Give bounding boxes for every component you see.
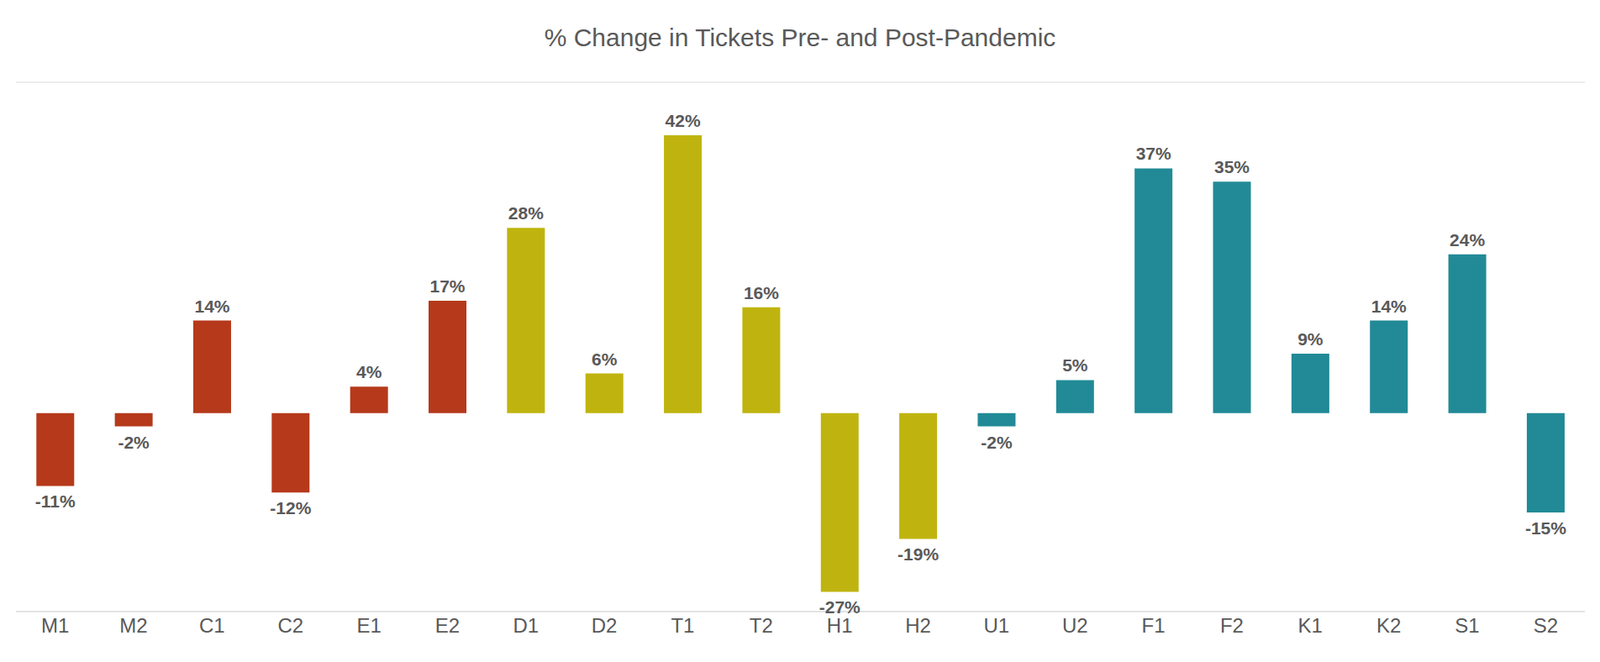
svg-text:H2: H2 bbox=[905, 614, 932, 637]
svg-text:F1: F1 bbox=[1142, 614, 1166, 637]
svg-text:-2%: -2% bbox=[980, 432, 1013, 453]
svg-text:T1: T1 bbox=[670, 614, 695, 637]
svg-text:28%: 28% bbox=[508, 203, 544, 223]
svg-text:-12%: -12% bbox=[269, 498, 311, 518]
html-text:% Change in Tickets Pre- and P: % Change in Tickets Pre- and Post-Pandem… bbox=[544, 23, 1056, 52]
svg-text:S1: S1 bbox=[1454, 614, 1479, 637]
svg-text:K2: K2 bbox=[1376, 614, 1401, 637]
svg-text:-19%: -19% bbox=[897, 544, 939, 564]
svg-text:C1: C1 bbox=[199, 614, 226, 637]
svg-text:T2: T2 bbox=[749, 614, 774, 637]
svg-text:M2: M2 bbox=[119, 614, 148, 637]
svg-text:C2: C2 bbox=[277, 614, 304, 637]
svg-text:D2: D2 bbox=[591, 614, 618, 637]
svg-text:K1: K1 bbox=[1298, 614, 1323, 637]
svg-text:5%: 5% bbox=[1062, 355, 1089, 375]
svg-text:16%: 16% bbox=[743, 283, 779, 303]
svg-text:37%: 37% bbox=[1136, 143, 1172, 164]
svg-text:-11%: -11% bbox=[35, 491, 76, 511]
svg-text:U1: U1 bbox=[984, 614, 1011, 637]
svg-text:H1: H1 bbox=[826, 614, 853, 637]
svg-text:6%: 6% bbox=[591, 349, 618, 369]
svg-text:E1: E1 bbox=[356, 614, 381, 637]
svg-text:F2: F2 bbox=[1220, 614, 1244, 637]
svg-text:M1: M1 bbox=[41, 614, 69, 637]
svg-text:E2: E2 bbox=[435, 614, 460, 637]
svg-text:S2: S2 bbox=[1533, 614, 1558, 637]
svg-text:17%: 17% bbox=[430, 276, 466, 296]
svg-text:35%: 35% bbox=[1214, 157, 1250, 177]
svg-text:-15%: -15% bbox=[1525, 518, 1567, 538]
svg-text:9%: 9% bbox=[1297, 329, 1324, 349]
svg-text:14%: 14% bbox=[194, 296, 230, 316]
svg-text:4%: 4% bbox=[356, 362, 383, 382]
svg-text:14%: 14% bbox=[1371, 296, 1407, 316]
svg-text:24%: 24% bbox=[1449, 230, 1485, 250]
svg-text:U2: U2 bbox=[1062, 614, 1089, 637]
svg-text:42%: 42% bbox=[665, 110, 701, 131]
svg-text:-27%: -27% bbox=[819, 597, 861, 617]
svg-text:-2%: -2% bbox=[117, 432, 150, 453]
svg-text:D1: D1 bbox=[512, 614, 539, 637]
